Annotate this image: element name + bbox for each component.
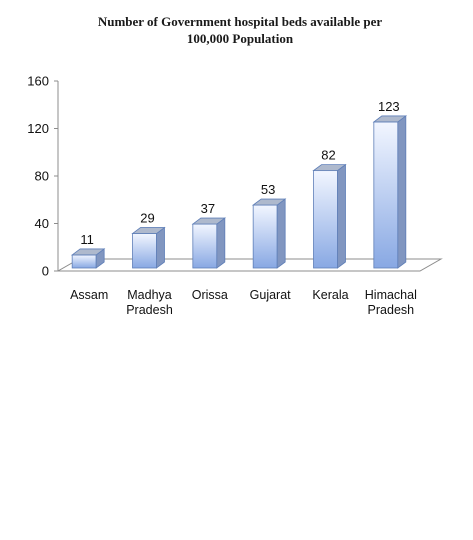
bar-top [131,227,166,234]
bar [313,170,338,269]
bar-top [251,198,287,206]
data-label: 53 [261,182,275,197]
x-category-label: Assam [70,288,108,302]
y-tick-label: 0 [42,264,49,279]
x-category-label: Madhya [127,288,172,302]
x-category-label: Pradesh [368,303,415,317]
y-tick-label: 40 [35,216,49,231]
data-label: 11 [80,232,94,247]
y-tick-label: 120 [27,121,49,136]
x-category-label: Gujarat [250,288,292,302]
bar [252,204,278,269]
bar-side [216,217,226,269]
y-tick-label: 160 [27,74,49,89]
x-category-label: Orissa [192,288,228,302]
bar-top [70,248,106,256]
data-label: 123 [378,99,400,114]
bar-top [372,115,408,123]
chart-title: Number of Government hospital beds avail… [60,13,420,47]
bar [132,233,157,269]
bar-side [337,163,346,269]
bar-side [156,226,165,269]
y-tick-label: 80 [35,169,49,184]
bar [373,121,399,269]
bar-side [276,198,286,269]
bar-top [191,217,227,225]
bar [71,254,97,269]
x-category-label: Himachal [365,288,417,302]
bar [192,223,218,269]
x-category-label: Pradesh [126,303,173,317]
bar-top [312,164,347,172]
data-label: 82 [321,148,335,163]
data-label: 37 [201,201,215,216]
data-label: 29 [140,211,154,226]
x-category-label: Kerala [312,288,348,302]
bar-side [397,115,407,269]
chart-title-line-1: Number of Government hospital beds avail… [97,14,383,29]
chart-title-line-2: 100,000 Population [186,31,294,46]
